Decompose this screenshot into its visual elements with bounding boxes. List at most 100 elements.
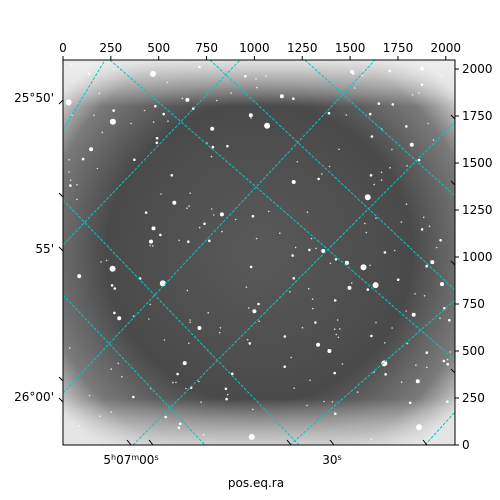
star <box>76 198 78 201</box>
world-tick-4 <box>422 439 428 446</box>
star <box>71 114 73 116</box>
grid-line-9 <box>209 60 455 291</box>
star <box>292 277 296 280</box>
y-pixel-tick-label-6: 1500 <box>462 156 493 170</box>
grid-line-0 <box>63 60 106 131</box>
star <box>417 158 421 162</box>
star <box>185 97 190 102</box>
star <box>144 211 148 214</box>
star <box>218 331 221 334</box>
star <box>248 307 250 309</box>
star <box>391 327 393 329</box>
x-pixel-tick-label-0: 0 <box>59 41 67 55</box>
star <box>307 287 310 290</box>
star <box>449 351 452 353</box>
star <box>446 400 449 403</box>
x-pixel-tick-label-3: 750 <box>195 41 218 55</box>
grid-line-6 <box>109 60 455 361</box>
star <box>415 379 420 384</box>
star <box>384 342 386 344</box>
ra-tick-label-0: 5h07m00s <box>103 453 158 467</box>
star <box>335 333 338 336</box>
star <box>422 216 425 219</box>
star <box>333 328 336 331</box>
star <box>291 180 296 184</box>
y-pixel-tick-label-4: 1000 <box>462 250 493 264</box>
star <box>432 139 435 141</box>
star <box>257 302 260 306</box>
star <box>448 318 451 322</box>
star <box>311 298 314 300</box>
star <box>375 321 377 324</box>
star <box>327 349 332 353</box>
star <box>446 358 449 361</box>
star <box>244 74 247 78</box>
x-pixel-tick-label-6: 1500 <box>335 41 366 55</box>
star <box>301 326 304 329</box>
star <box>197 326 202 330</box>
star <box>252 408 254 411</box>
star <box>77 274 82 279</box>
star <box>427 122 430 125</box>
star <box>207 312 209 314</box>
star <box>248 113 253 118</box>
star <box>411 312 416 317</box>
star <box>150 70 156 77</box>
star <box>316 342 321 347</box>
edge-fade <box>63 60 455 445</box>
star <box>210 126 215 131</box>
star <box>117 316 122 321</box>
star <box>384 373 387 376</box>
star <box>185 387 187 390</box>
star <box>211 147 214 149</box>
star <box>231 372 234 376</box>
star <box>279 232 281 234</box>
star <box>291 254 294 257</box>
star <box>159 233 162 237</box>
star <box>425 264 429 268</box>
dec-tick-label-2: 26°00' <box>14 390 54 404</box>
y-pixel-tick-label-1: 250 <box>462 391 485 405</box>
grid-line-2 <box>63 60 376 394</box>
star <box>160 193 162 195</box>
star <box>149 303 152 306</box>
star <box>203 222 206 226</box>
star <box>425 351 429 355</box>
star <box>176 372 179 376</box>
star <box>336 319 339 321</box>
star <box>89 147 94 152</box>
star <box>388 69 392 73</box>
star <box>121 375 123 378</box>
star <box>155 141 159 145</box>
star <box>323 400 325 403</box>
star <box>110 284 114 287</box>
star <box>221 230 223 233</box>
x-axis-label: pos.eq.ra <box>228 476 284 490</box>
star <box>405 310 408 312</box>
star <box>389 166 391 169</box>
star <box>426 366 428 369</box>
star <box>210 208 213 210</box>
star <box>93 114 95 117</box>
star <box>420 228 424 231</box>
star <box>88 394 91 397</box>
star <box>400 221 403 223</box>
star <box>420 66 425 71</box>
star <box>130 122 132 125</box>
star <box>109 118 116 125</box>
star <box>112 109 115 112</box>
star <box>364 194 371 201</box>
plot-frame <box>62 59 456 446</box>
y-pixel-tick-label-8: 2000 <box>462 62 493 76</box>
star <box>364 222 366 225</box>
star <box>439 317 441 320</box>
star <box>112 68 115 71</box>
star <box>252 309 257 314</box>
star <box>186 289 189 292</box>
world-tick-1 <box>148 439 154 446</box>
star <box>393 249 396 252</box>
star <box>69 179 72 181</box>
star <box>380 171 383 174</box>
x-pixel-tick-label-5: 1250 <box>287 41 318 55</box>
world-tick-9 <box>58 397 64 403</box>
